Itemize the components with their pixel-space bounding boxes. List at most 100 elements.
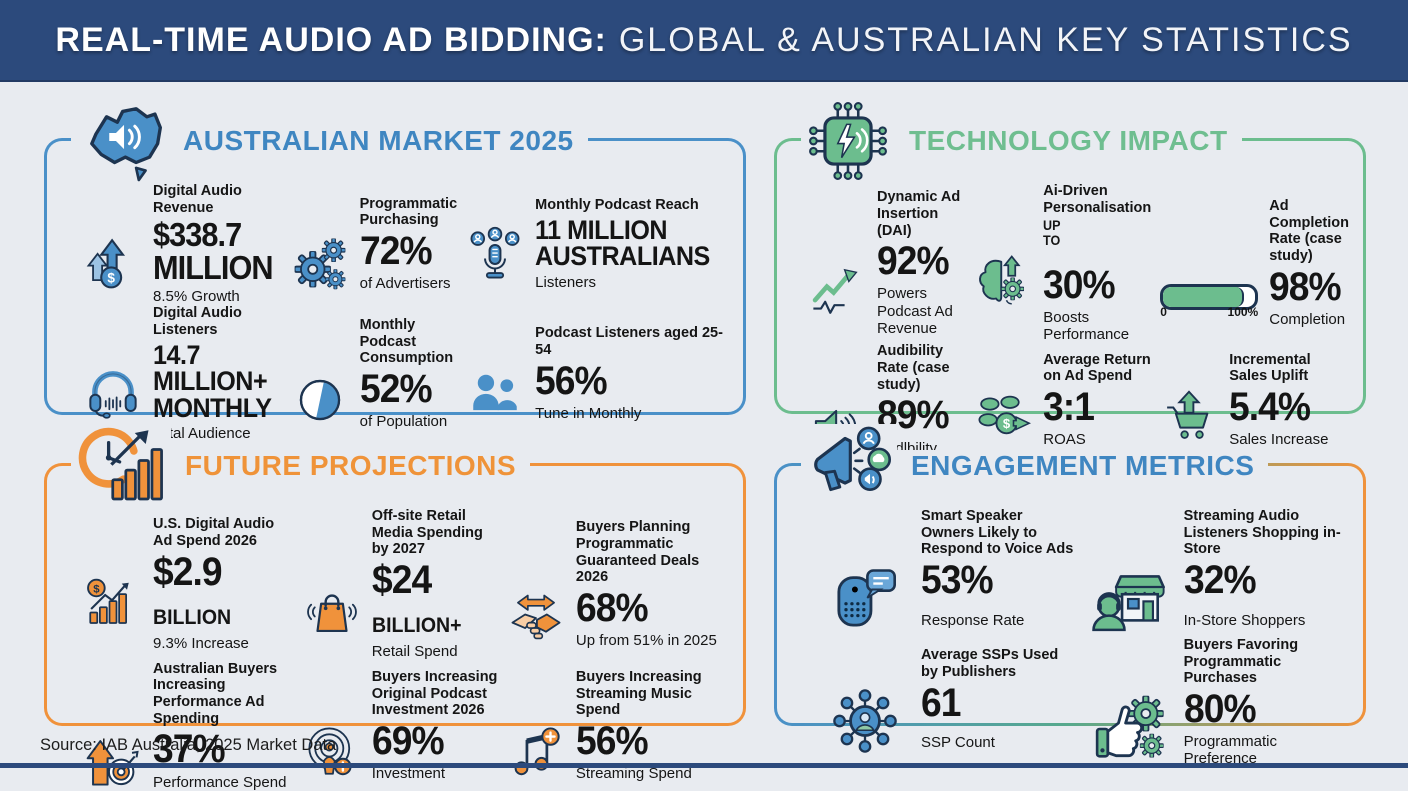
stat-value: 37% [153, 727, 284, 772]
stat-sub: ROAS [1043, 431, 1086, 449]
stat-value-suffix: BILLION+ [371, 614, 462, 638]
brain-gear-icon [975, 253, 1031, 309]
stat-sub: 9.3% Increase [153, 635, 249, 653]
panel-engagement-metrics: ENGAGEMENT METRICS [774, 424, 1366, 767]
stat-value: 32% [1184, 560, 1338, 608]
stat-digital-audio-revenue: $ Digital Audio Revenue $338.7 MILLION 8… [83, 183, 282, 305]
trend-up-icon [810, 263, 864, 317]
growth-arrows-dollar-icon: $ [84, 233, 142, 291]
stat-label: Programmatic Purchasing [359, 195, 458, 229]
people-icon [466, 363, 524, 421]
stat-programmatic-guaranteed-deals: Buyers Planning Programmatic Guaranteed … [506, 508, 729, 661]
stat-programmatic-preference: Buyers Favoring Programmatic Purchases 8… [1082, 637, 1349, 768]
headphones-icon [84, 363, 142, 421]
stat-label: Ad Completion Rate (case study) [1269, 198, 1349, 265]
panel-engagement-metrics-header: ENGAGEMENT METRICS [801, 420, 1269, 512]
stat-label: Buyers Favoring Programmatic Purchases [1183, 637, 1299, 687]
stat-value-text: 37% [153, 727, 226, 772]
stat-value: 14.7 MILLION+ MONTHLY [153, 341, 273, 421]
stat-monthly-podcast-consumption: Monthly Podcast Consumption 52% of Popul… [290, 305, 458, 442]
panel-technology-impact: TECHNOLOGY IMPACT Dynamic Ad Insertion (… [774, 100, 1366, 457]
stat-value-text: 56% [535, 358, 608, 403]
stats-grid: $ Digital Audio Revenue $338.7 MILLION 8… [47, 141, 743, 442]
stat-sub: Tune in Monthly [535, 404, 642, 422]
progress-bar-icon: 0 100% [1160, 284, 1259, 318]
panel-title: FUTURE PROJECTIONS [171, 450, 531, 482]
stat-value: 80% [1184, 689, 1338, 729]
stat-label: Podcast Listeners aged 25-54 [535, 325, 723, 358]
stat-sub: of Advertisers [359, 275, 451, 293]
stat-sub: Up from 51% in 2025 [575, 632, 717, 650]
stat-sub: In-Store Shoppers [1183, 611, 1306, 629]
svg-text:$: $ [1003, 416, 1011, 431]
stat-sub: of Population [359, 413, 448, 431]
megaphone-icon [801, 424, 897, 508]
stat-sub: Retail Spend [371, 643, 458, 661]
stat-label: Smart Speaker Owners Likely to Respond t… [921, 508, 1074, 558]
stat-sub: Sales Increase [1229, 431, 1329, 449]
stat-value-text: 69% [371, 718, 445, 763]
stat-value: $2.9 BILLION [153, 549, 284, 631]
stat-average-ssps: Average SSPs Used by Publishers 61 SSP C… [819, 637, 1074, 768]
panel-title: ENGAGEMENT METRICS [897, 450, 1269, 482]
stat-podcast-listeners-25-54: Podcast Listeners aged 25-54 56% Tune in… [465, 305, 723, 442]
stat-value-text: 98% [1269, 264, 1342, 309]
stat-value-text: $2.9 [153, 549, 223, 594]
stat-streaming-music-spend: Buyers Increasing Streaming Music Spend … [506, 661, 729, 791]
stat-value-text: 53% [921, 558, 994, 603]
coins-roas-icon: $ [975, 390, 1032, 446]
stat-value-text: 5.4% [1229, 385, 1311, 430]
stat-value-text: 3:1 [1043, 385, 1095, 430]
stat-label: Average Return on Ad Spend [1043, 351, 1151, 385]
panel-technology-impact-body: TECHNOLOGY IMPACT Dynamic Ad Insertion (… [777, 100, 1363, 457]
stat-original-podcast-investment: Buyers Increasing Original Podcast Inves… [302, 661, 498, 791]
stat-value: UP TO 30% [1043, 219, 1143, 305]
panel-australian-market-header: AUSTRALIAN MARKET 2025 [71, 95, 588, 187]
panel-future-projections-body: FUTURE PROJECTIONS $ [47, 422, 743, 791]
stat-ad-completion-rate: 0 100% Ad Completion Rate (case study) 9… [1159, 183, 1349, 343]
stat-value: 52% [360, 369, 451, 409]
stat-value: 11 MILLION AUSTRALIANS [535, 214, 710, 272]
ssp-network-icon [828, 684, 902, 758]
stat-label: Audibility Rate (case study) [877, 343, 950, 393]
stat-average-roas: $ Average Return on Ad Spend 3:1 ROAS [973, 343, 1151, 456]
stat-us-digital-audio-ad-spend: $ U.S. Digital Audio Ad Spend 2026 $2.9 … [83, 508, 294, 661]
stat-streaming-shoppers: Streaming Audio Listeners Shopping in-St… [1082, 508, 1349, 637]
stat-value-text: 72% [359, 229, 433, 274]
stat-label: Australian Buyers Increasing Performance… [153, 660, 278, 727]
source-note: Source: IAB Australia, 2025 Market Data [40, 736, 337, 754]
stat-sub: SSP Count [921, 733, 995, 751]
coin-bar-chart-icon: $ [85, 574, 141, 630]
stat-label: Streaming Audio Listeners Shopping in-St… [1183, 508, 1341, 558]
stat-digital-audio-listeners: Digital Audio Listeners 14.7 MILLION+ MO… [83, 305, 282, 442]
stat-offsite-retail-media: Off-site Retail Media Spending by 2027 $… [302, 508, 498, 661]
stat-value: 69% [371, 718, 489, 763]
stat-value-text: 56% [575, 718, 649, 763]
stat-sub: Powers Podcast Ad Revenue [877, 285, 953, 337]
stat-value-text: 11 MILLION AUSTRALIANS [535, 214, 710, 272]
svg-text:$: $ [107, 271, 115, 286]
stat-value: $24 BILLION+ [371, 560, 489, 639]
stat-value: 56% [535, 358, 710, 403]
panel-australian-market: AUSTRALIAN MARKET 2025 $ Digital Audio R… [44, 98, 746, 442]
stat-label: Buyers Increasing Streaming Music Spend [575, 668, 702, 719]
thumbs-up-gears-icon [1090, 691, 1166, 767]
svg-text:$: $ [93, 584, 100, 596]
stat-value-text: 30% [1043, 262, 1116, 307]
stat-label: U.S. Digital Audio Ad Spend 2026 [153, 516, 275, 549]
stat-sub: Completion [1269, 311, 1346, 328]
music-plus-icon [507, 723, 565, 781]
panel-engagement-metrics-body: ENGAGEMENT METRICS [777, 424, 1363, 767]
stat-sub: Response Rate [921, 611, 1025, 629]
stat-value-text: $338.7 MILLION [153, 216, 274, 286]
stat-sub: Listeners [535, 273, 597, 291]
handshake-icon [507, 590, 565, 648]
panel-title: AUSTRALIAN MARKET 2025 [169, 125, 588, 157]
stat-label: Digital Audio Listeners [153, 305, 242, 338]
bottom-accent-bar [0, 763, 1408, 768]
stat-value-suffix: BILLION [153, 605, 232, 629]
smart-speaker-icon [827, 561, 903, 637]
podcast-mic-audience-icon [466, 225, 524, 283]
stat-label: Buyers Increasing Original Podcast Inves… [371, 668, 498, 719]
stats-grid: Smart Speaker Owners Likely to Respond t… [777, 466, 1363, 767]
